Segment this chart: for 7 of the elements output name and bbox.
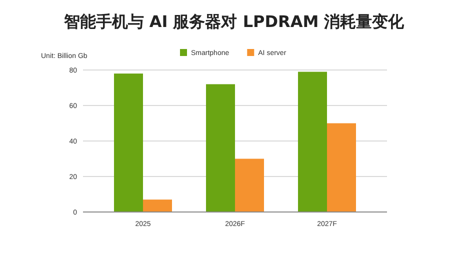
bar — [235, 158, 264, 212]
bar — [143, 200, 172, 212]
bar — [114, 74, 143, 212]
bar — [298, 72, 327, 212]
bar — [206, 84, 235, 212]
bar — [327, 123, 356, 212]
chart-title: 智能手机与 AI 服务器对 LPDRAM 消耗量变化 — [62, 12, 406, 31]
